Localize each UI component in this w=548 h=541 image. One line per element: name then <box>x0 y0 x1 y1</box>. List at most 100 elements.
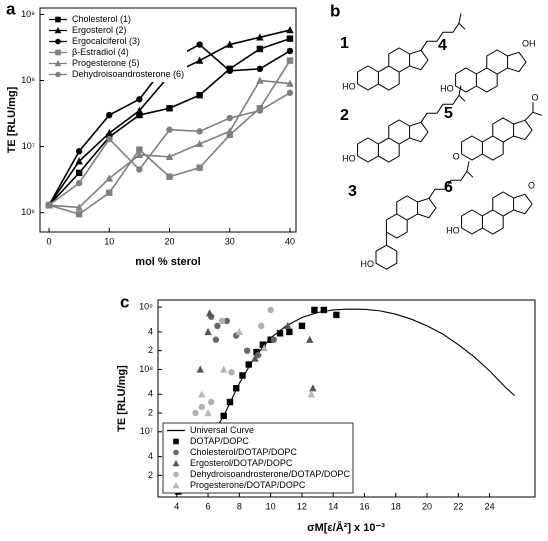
series-line <box>48 60 291 216</box>
legend-label: DOTAP/DOPC <box>190 436 249 446</box>
marker <box>284 321 292 330</box>
legend-label: Dehydroisoandrosterone/DOTAP/DOPC <box>190 469 350 479</box>
marker <box>226 67 233 75</box>
x-tick-label: 18 <box>391 501 401 511</box>
marker <box>233 385 240 392</box>
marker <box>306 335 314 343</box>
atom-label: O <box>453 151 460 161</box>
atom-label: O <box>531 93 538 103</box>
marker <box>195 56 204 64</box>
marker <box>136 146 143 153</box>
structure-number: 4 <box>438 37 447 54</box>
series-line <box>207 308 516 442</box>
x-axis-label: mol % sterol <box>135 256 200 268</box>
marker <box>239 372 246 379</box>
legend-marker <box>55 16 61 23</box>
y-tick-label: 10⁷ <box>140 426 153 436</box>
y-tick-label: 2 <box>148 407 153 417</box>
marker <box>260 344 269 352</box>
structure <box>455 49 527 93</box>
marker <box>286 47 294 55</box>
marker <box>207 398 215 406</box>
marker <box>106 189 113 196</box>
marker <box>195 139 204 148</box>
marker <box>75 210 83 218</box>
legend-marker <box>173 471 179 478</box>
x-tick-label: 40 <box>285 236 295 246</box>
marker <box>333 311 340 319</box>
marker <box>214 322 221 330</box>
marker <box>205 309 214 317</box>
atom-label: HO <box>342 153 356 163</box>
structure <box>375 161 474 270</box>
marker <box>251 354 259 362</box>
x-tick-label: 22 <box>453 501 463 511</box>
marker <box>228 369 235 376</box>
x-tick-label: 6 <box>206 501 211 511</box>
marker <box>286 79 294 87</box>
marker <box>136 166 143 173</box>
marker <box>198 403 206 411</box>
marker <box>254 351 262 359</box>
x-axis-label: σM[ε/Å²] x 10⁻³ <box>307 521 385 534</box>
y-tick-label: 2 <box>148 345 153 355</box>
marker <box>256 76 264 84</box>
marker <box>204 327 212 336</box>
marker <box>256 65 264 73</box>
marker <box>196 41 203 48</box>
legend-label: Ergocalciferol (3) <box>72 36 140 46</box>
marker <box>286 57 294 64</box>
x-tick-label: 4 <box>174 501 179 511</box>
panel-label: b <box>330 1 340 20</box>
marker <box>196 91 203 99</box>
marker <box>204 409 212 417</box>
marker <box>258 322 265 330</box>
legend-label: Dehydroisoandrosterone (6) <box>72 69 184 79</box>
y-tick-label: 10⁶ <box>21 207 35 217</box>
marker <box>226 114 233 122</box>
x-tick-label: 0 <box>47 236 52 246</box>
y-tick-label: 4 <box>148 326 153 336</box>
marker <box>286 89 294 97</box>
marker <box>286 35 294 42</box>
marker <box>226 131 233 139</box>
legend-marker <box>173 438 179 445</box>
legend-marker <box>54 59 62 67</box>
structure <box>461 102 543 161</box>
structure <box>357 13 466 91</box>
legend-marker <box>172 481 180 489</box>
marker <box>320 306 328 314</box>
x-tick-label: 20 <box>164 236 174 246</box>
marker <box>192 409 199 417</box>
atom-label: HO <box>446 225 460 235</box>
structure <box>357 85 466 163</box>
marker <box>253 348 260 356</box>
y-tick-label: 10⁹ <box>21 9 35 19</box>
marker <box>165 152 174 161</box>
x-tick-label: 10 <box>104 236 114 246</box>
marker <box>259 341 267 348</box>
legend-label: Progesterone/DOTAP/DOPC <box>190 480 306 490</box>
legend-label: Cholesterol/DOTAP/DOPC <box>190 447 297 457</box>
panel-label: c <box>120 292 129 311</box>
marker <box>166 105 173 112</box>
marker <box>106 135 113 143</box>
marker <box>245 361 252 368</box>
marker <box>220 412 227 420</box>
legend-label: Universal Curve <box>190 425 254 435</box>
marker <box>256 33 264 41</box>
marker <box>243 347 251 354</box>
legend-box <box>45 12 187 82</box>
structure-number: 1 <box>340 35 349 52</box>
marker <box>75 157 83 165</box>
plot-frame <box>157 299 536 498</box>
legend-label: Ergosterol (2) <box>72 25 127 35</box>
marker <box>135 106 144 114</box>
marker <box>166 173 173 180</box>
atom-label: HO <box>342 81 356 91</box>
y-tick-label: 10⁷ <box>22 141 35 151</box>
marker <box>166 126 173 133</box>
marker <box>267 306 274 314</box>
x-tick-label: 20 <box>422 501 432 511</box>
structure-number: 6 <box>444 179 453 196</box>
